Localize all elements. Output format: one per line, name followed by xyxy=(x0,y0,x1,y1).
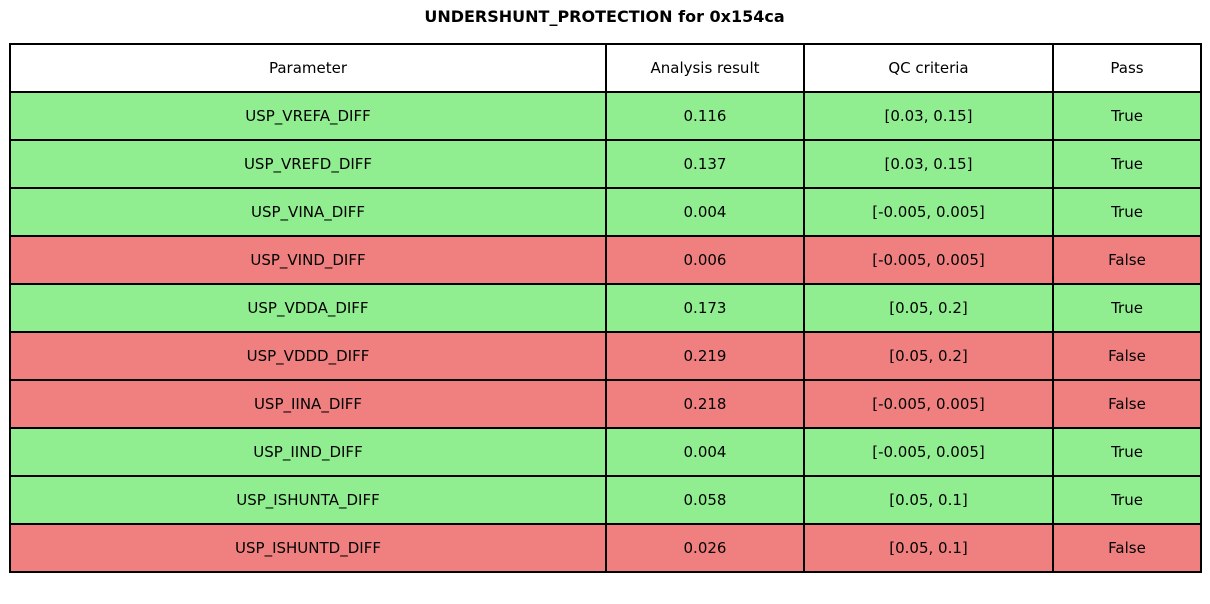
cell-qc-criteria: [0.05, 0.1] xyxy=(803,523,1054,573)
cell-parameter: USP_ISHUNTD_DIFF xyxy=(9,523,607,573)
cell-parameter: USP_VREFD_DIFF xyxy=(9,139,607,189)
cell-pass: True xyxy=(1052,283,1202,333)
cell-analysis-result: 0.058 xyxy=(605,475,805,525)
header-row: Parameter Analysis result QC criteria Pa… xyxy=(9,43,1202,93)
cell-pass: True xyxy=(1052,427,1202,477)
col-header-parameter: Parameter xyxy=(9,43,607,93)
cell-parameter: USP_VDDD_DIFF xyxy=(9,331,607,381)
cell-parameter: USP_IINA_DIFF xyxy=(9,379,607,429)
cell-analysis-result: 0.026 xyxy=(605,523,805,573)
col-header-qc-criteria: QC criteria xyxy=(803,43,1054,93)
cell-parameter: USP_ISHUNTA_DIFF xyxy=(9,475,607,525)
cell-analysis-result: 0.006 xyxy=(605,235,805,285)
table-row: USP_VDDD_DIFF 0.219 [0.05, 0.2] False xyxy=(9,331,1202,381)
table-row: USP_ISHUNTD_DIFF 0.026 [0.05, 0.1] False xyxy=(9,523,1202,573)
cell-qc-criteria: [0.05, 0.2] xyxy=(803,331,1054,381)
cell-pass: False xyxy=(1052,331,1202,381)
qc-results-table: Parameter Analysis result QC criteria Pa… xyxy=(9,43,1202,573)
cell-analysis-result: 0.173 xyxy=(605,283,805,333)
cell-qc-criteria: [-0.005, 0.005] xyxy=(803,379,1054,429)
col-header-pass: Pass xyxy=(1052,43,1202,93)
cell-analysis-result: 0.004 xyxy=(605,427,805,477)
table-row: USP_VDDA_DIFF 0.173 [0.05, 0.2] True xyxy=(9,283,1202,333)
table-row: USP_VREFA_DIFF 0.116 [0.03, 0.15] True xyxy=(9,91,1202,141)
chart-title: UNDERSHUNT_PROTECTION for 0x154ca xyxy=(424,7,785,26)
cell-parameter: USP_VIND_DIFF xyxy=(9,235,607,285)
cell-qc-criteria: [-0.005, 0.005] xyxy=(803,427,1054,477)
cell-pass: True xyxy=(1052,187,1202,237)
table-row: USP_VREFD_DIFF 0.137 [0.03, 0.15] True xyxy=(9,139,1202,189)
cell-qc-criteria: [-0.005, 0.005] xyxy=(803,235,1054,285)
cell-pass: False xyxy=(1052,379,1202,429)
cell-qc-criteria: [0.03, 0.15] xyxy=(803,139,1054,189)
table-row: USP_IINA_DIFF 0.218 [-0.005, 0.005] Fals… xyxy=(9,379,1202,429)
cell-parameter: USP_IIND_DIFF xyxy=(9,427,607,477)
table-row: USP_VINA_DIFF 0.004 [-0.005, 0.005] True xyxy=(9,187,1202,237)
cell-pass: False xyxy=(1052,523,1202,573)
col-header-analysis-result: Analysis result xyxy=(605,43,805,93)
cell-pass: True xyxy=(1052,91,1202,141)
cell-parameter: USP_VREFA_DIFF xyxy=(9,91,607,141)
cell-analysis-result: 0.004 xyxy=(605,187,805,237)
cell-parameter: USP_VINA_DIFF xyxy=(9,187,607,237)
cell-qc-criteria: [0.05, 0.2] xyxy=(803,283,1054,333)
cell-qc-criteria: [-0.005, 0.005] xyxy=(803,187,1054,237)
cell-parameter: USP_VDDA_DIFF xyxy=(9,283,607,333)
cell-analysis-result: 0.116 xyxy=(605,91,805,141)
table-row: USP_VIND_DIFF 0.006 [-0.005, 0.005] Fals… xyxy=(9,235,1202,285)
cell-qc-criteria: [0.03, 0.15] xyxy=(803,91,1054,141)
table-row: USP_ISHUNTA_DIFF 0.058 [0.05, 0.1] True xyxy=(9,475,1202,525)
table-row: USP_IIND_DIFF 0.004 [-0.005, 0.005] True xyxy=(9,427,1202,477)
cell-qc-criteria: [0.05, 0.1] xyxy=(803,475,1054,525)
cell-pass: True xyxy=(1052,475,1202,525)
cell-pass: False xyxy=(1052,235,1202,285)
cell-analysis-result: 0.137 xyxy=(605,139,805,189)
cell-analysis-result: 0.219 xyxy=(605,331,805,381)
cell-analysis-result: 0.218 xyxy=(605,379,805,429)
cell-pass: True xyxy=(1052,139,1202,189)
